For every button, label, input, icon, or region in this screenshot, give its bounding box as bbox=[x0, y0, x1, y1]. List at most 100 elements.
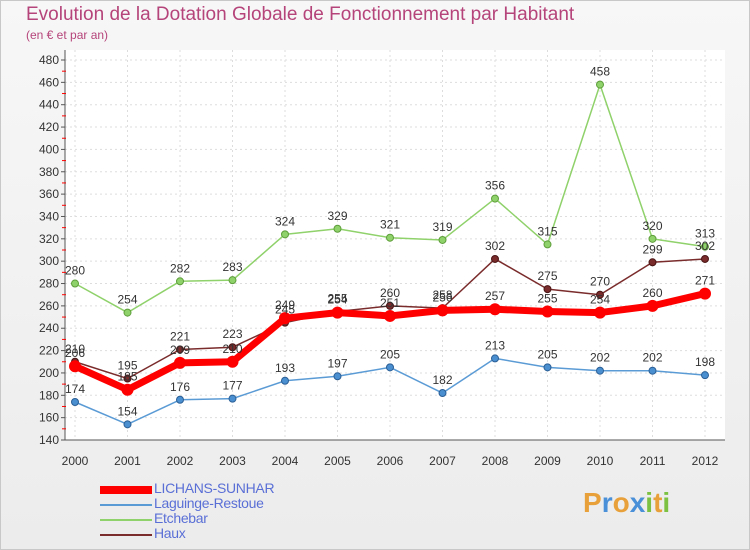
data-label-laguinge-restoue-2005: 197 bbox=[327, 356, 347, 370]
data-label-laguinge-restoue-2007: 182 bbox=[432, 373, 452, 387]
y-tick-label-260: 260 bbox=[39, 299, 59, 313]
data-point-etchebar-2011 bbox=[648, 234, 657, 243]
data-point-haux-2008 bbox=[491, 254, 499, 263]
data-point-etchebar-2001 bbox=[123, 308, 132, 317]
data-point-etchebar-2005 bbox=[333, 224, 342, 233]
data-label-laguinge-restoue-2011: 202 bbox=[642, 351, 662, 365]
data-point-laguinge-restoue-2003 bbox=[228, 394, 237, 403]
data-label-lichans-sunhar-2002: 209 bbox=[170, 343, 190, 357]
data-label-etchebar-2001: 254 bbox=[117, 293, 137, 307]
data-label-haux-2007: 258 bbox=[432, 288, 452, 302]
data-point-lichans-sunhar-2000 bbox=[69, 360, 81, 373]
y-tick-label-160: 160 bbox=[39, 411, 59, 425]
logo-letter-0: P bbox=[583, 487, 602, 518]
y-tick-label-380: 380 bbox=[39, 165, 59, 179]
data-point-laguinge-restoue-2005 bbox=[333, 372, 342, 381]
data-label-laguinge-restoue-2006: 205 bbox=[380, 347, 400, 361]
data-label-etchebar-2005: 329 bbox=[327, 209, 347, 223]
x-tick-label-2002: 2002 bbox=[167, 454, 194, 468]
data-label-haux-2005: 255 bbox=[327, 291, 347, 305]
x-tick-label-2009: 2009 bbox=[534, 454, 561, 468]
plot-area bbox=[65, 50, 725, 440]
x-tick-label-2000: 2000 bbox=[62, 454, 89, 468]
data-label-laguinge-restoue-2008: 213 bbox=[485, 338, 505, 352]
data-point-laguinge-restoue-2001 bbox=[123, 420, 132, 429]
y-tick-label-480: 480 bbox=[39, 53, 59, 67]
x-tick-label-2010: 2010 bbox=[587, 454, 614, 468]
y-tick-label-460: 460 bbox=[39, 75, 59, 89]
data-point-haux-2002 bbox=[176, 345, 184, 354]
data-label-haux-2000: 210 bbox=[65, 342, 85, 356]
data-point-lichans-sunhar-2006 bbox=[384, 309, 396, 322]
data-point-haux-2009 bbox=[543, 285, 552, 294]
x-tick-label-2006: 2006 bbox=[377, 454, 404, 468]
data-label-laguinge-restoue-2001: 154 bbox=[117, 404, 137, 418]
data-label-laguinge-restoue-2004: 193 bbox=[275, 361, 295, 375]
data-label-lichans-sunhar-2009: 255 bbox=[537, 291, 557, 305]
data-label-lichans-sunhar-2011: 260 bbox=[642, 286, 662, 300]
x-tick-label-2005: 2005 bbox=[324, 454, 351, 468]
data-label-etchebar-2006: 321 bbox=[380, 218, 400, 232]
data-point-lichans-sunhar-2004 bbox=[279, 312, 291, 325]
data-point-etchebar-2012 bbox=[701, 242, 709, 251]
logo-letter-6: i bbox=[662, 487, 671, 518]
data-point-etchebar-2003 bbox=[228, 276, 237, 285]
legend-label-haux: Haux bbox=[154, 525, 186, 541]
data-label-haux-2002: 221 bbox=[170, 329, 190, 343]
data-label-etchebar-2002: 282 bbox=[170, 261, 190, 275]
data-label-lichans-sunhar-2008: 257 bbox=[485, 289, 505, 303]
data-label-haux-2008: 302 bbox=[485, 239, 505, 253]
x-tick-label-2007: 2007 bbox=[429, 454, 456, 468]
y-tick-label-180: 180 bbox=[39, 388, 59, 402]
data-point-lichans-sunhar-2008 bbox=[489, 303, 501, 316]
data-label-etchebar-2010: 458 bbox=[590, 65, 610, 79]
data-label-lichans-sunhar-2010: 254 bbox=[590, 293, 610, 307]
x-tick-label-2011: 2011 bbox=[640, 454, 666, 468]
data-point-haux-2010 bbox=[596, 290, 604, 299]
data-label-lichans-sunhar-2001: 185 bbox=[117, 370, 137, 384]
data-label-haux-2012: 302 bbox=[695, 239, 715, 253]
data-point-etchebar-2004 bbox=[281, 230, 289, 239]
data-label-haux-2001: 195 bbox=[117, 359, 137, 373]
logo-letter-2: o bbox=[612, 487, 630, 518]
x-tick-label-2003: 2003 bbox=[219, 454, 246, 468]
data-point-lichans-sunhar-2005 bbox=[331, 306, 344, 319]
data-point-lichans-sunhar-2009 bbox=[541, 305, 554, 318]
data-label-etchebar-2009: 315 bbox=[537, 224, 557, 238]
data-label-haux-2009: 275 bbox=[537, 269, 557, 283]
data-point-lichans-sunhar-2001 bbox=[121, 383, 134, 396]
legend-label-laguinge-restoue: Laguinge-Restoue bbox=[154, 495, 264, 511]
data-point-haux-2001 bbox=[123, 374, 132, 383]
data-point-laguinge-restoue-2000 bbox=[71, 398, 79, 406]
data-point-etchebar-2006 bbox=[386, 233, 394, 242]
y-tick-label-320: 320 bbox=[39, 232, 59, 246]
legend-swatch-laguinge-restoue bbox=[100, 504, 152, 506]
y-tick-label-200: 200 bbox=[39, 366, 59, 380]
y-tick-label-240: 240 bbox=[39, 321, 59, 335]
data-point-etchebar-2002 bbox=[176, 277, 184, 286]
y-tick-label-140: 140 bbox=[39, 433, 59, 447]
data-label-haux-2003: 223 bbox=[222, 327, 242, 341]
data-label-etchebar-2000: 280 bbox=[65, 264, 85, 278]
data-point-etchebar-2007 bbox=[438, 235, 447, 244]
data-label-laguinge-restoue-2002: 176 bbox=[170, 380, 190, 394]
data-label-laguinge-restoue-2010: 202 bbox=[590, 351, 610, 365]
chart-title: Evolution de la Dotation Globale de Fonc… bbox=[26, 4, 575, 25]
data-label-lichans-sunhar-2007: 256 bbox=[432, 290, 452, 304]
y-tick-label-420: 420 bbox=[39, 120, 59, 134]
data-point-etchebar-2008 bbox=[491, 194, 499, 203]
legend-swatch-etchebar bbox=[100, 519, 152, 521]
data-label-lichans-sunhar-2012: 271 bbox=[695, 274, 715, 288]
x-tick-label-2012: 2012 bbox=[692, 454, 719, 468]
legend-swatch-lichans-sunhar bbox=[100, 486, 152, 494]
data-point-haux-2006 bbox=[386, 301, 394, 310]
x-tick-label-2004: 2004 bbox=[272, 454, 299, 468]
proxiti-logo: Proxiti bbox=[583, 487, 670, 519]
y-tick-label-400: 400 bbox=[39, 142, 59, 156]
data-label-etchebar-2004: 324 bbox=[275, 214, 295, 228]
logo-letter-4: i bbox=[645, 487, 654, 518]
x-tick-label-2008: 2008 bbox=[482, 454, 509, 468]
y-tick-label-360: 360 bbox=[39, 187, 59, 201]
data-point-lichans-sunhar-2010 bbox=[594, 306, 606, 319]
